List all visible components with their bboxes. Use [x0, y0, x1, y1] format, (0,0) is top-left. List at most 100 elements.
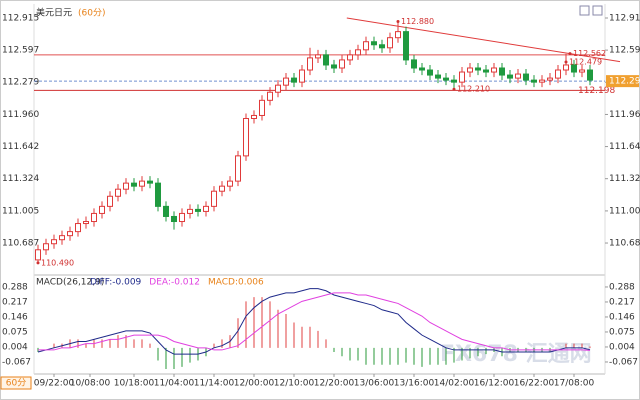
candle-body — [139, 180, 145, 187]
candle-body — [187, 208, 193, 214]
candle-body — [379, 44, 385, 49]
candle-body — [483, 69, 489, 73]
level-label: 112.290 — [609, 77, 640, 87]
candle-body — [123, 182, 129, 190]
candle-body — [59, 235, 65, 241]
candle-body — [131, 182, 137, 187]
annotation-label: 112.562 — [573, 49, 606, 58]
candle-body — [155, 182, 161, 207]
x-tick-label: 16/22:00 — [514, 379, 555, 389]
x-tick-label: 11/04:00 — [154, 379, 195, 389]
legend-entry: DIFF:-0.009 — [90, 278, 142, 288]
candle-body — [515, 73, 521, 79]
candle-body — [243, 117, 249, 157]
period-tab-label[interactable]: 60分 — [6, 378, 26, 389]
x-tick-label: 13/16:00 — [394, 379, 435, 389]
candle-body — [339, 59, 345, 69]
legend-entry: MACD:0.006 — [208, 278, 264, 288]
candle-body — [203, 205, 209, 212]
annotation-label: 112.479 — [569, 58, 602, 67]
candle-body — [67, 231, 73, 237]
x-tick-label: 13/06:00 — [354, 379, 395, 389]
chart-subtitle: (60分) — [78, 8, 105, 19]
candle-body — [419, 67, 425, 71]
level-label-box — [606, 75, 639, 88]
candle-body — [547, 77, 553, 81]
candle-body — [363, 41, 369, 51]
candle-body — [299, 69, 305, 83]
y-tick-label-right: 111.960 — [609, 110, 640, 120]
y-tick-label: 112.915 — [2, 13, 39, 23]
x-tick-label: 12/10:00 — [274, 379, 315, 389]
macd-title: MACD(26,12,9) — [36, 278, 104, 288]
icon[interactable] — [592, 5, 603, 16]
y-tick-label-right: 111.005 — [609, 206, 640, 216]
y-tick-label-right: 0.288 — [609, 282, 635, 292]
y-tick-label: 111.005 — [2, 206, 39, 216]
legend-entry: DEA:-0.012 — [149, 278, 200, 288]
y-tick-label: 0.146 — [2, 312, 28, 322]
x-tick-label: 17/08:00 — [554, 379, 595, 389]
candle-body — [275, 84, 281, 93]
candle-body — [491, 67, 497, 73]
x-tick-label: 14/02:00 — [434, 379, 475, 389]
icon[interactable] — [579, 5, 590, 16]
y-tick-label: 0.004 — [2, 342, 28, 352]
trendline — [346, 17, 621, 63]
candle-body — [571, 64, 577, 73]
candle-body — [35, 249, 41, 261]
candle-body — [115, 188, 121, 197]
candle-body — [99, 205, 105, 214]
y-tick-label-right: 0.004 — [609, 342, 635, 352]
y-tick-label: 0.288 — [2, 282, 28, 292]
candle-body — [219, 185, 225, 192]
candle-body — [283, 77, 289, 86]
annotation-label: 110.490 — [41, 258, 74, 267]
candle-body — [475, 67, 481, 71]
y-tick-label-right: 111.324 — [609, 174, 640, 184]
candle-body — [499, 67, 505, 76]
annotation-label: 112.210 — [457, 85, 490, 94]
candle-body — [387, 37, 393, 49]
macd-line — [37, 288, 591, 355]
y-tick-label-right: -0.067 — [609, 357, 638, 367]
candle-body — [307, 57, 313, 71]
candle-body — [315, 54, 321, 59]
x-tick-label: 09/22:00 — [34, 379, 75, 389]
x-tick-label: 10/08:00 — [70, 379, 111, 389]
candle-body — [251, 114, 257, 119]
annotation-point — [36, 261, 40, 265]
candle-body — [411, 59, 417, 69]
candle-body — [195, 208, 201, 212]
period-tab[interactable] — [0, 376, 32, 390]
y-tick-label: 0.075 — [2, 327, 28, 337]
y-tick-label-right: 112.597 — [609, 46, 640, 56]
candle-body — [555, 69, 561, 79]
candle-body — [443, 77, 449, 81]
candle-body — [395, 31, 401, 39]
candle-body — [563, 64, 569, 71]
candle-body — [531, 79, 537, 83]
candle-body — [579, 69, 585, 73]
candle-body — [403, 31, 409, 61]
candle-body — [75, 223, 81, 233]
candle-body — [587, 69, 593, 81]
x-tick-label: 12/00:00 — [234, 379, 275, 389]
candle-body — [467, 67, 473, 73]
y-tick-label: 112.279 — [2, 78, 39, 88]
candle-body — [179, 212, 185, 223]
candle-body — [43, 243, 49, 251]
y-tick-label: 111.324 — [2, 174, 39, 184]
macd-line — [38, 292, 591, 351]
candle-body — [91, 212, 97, 223]
y-tick-label: 0.217 — [2, 297, 28, 307]
y-tick-label: 111.642 — [2, 142, 39, 152]
candle-body — [227, 180, 233, 187]
candle-body — [371, 41, 377, 46]
level-label: 112.198 — [578, 86, 615, 96]
y-tick-label-right: 112.915 — [609, 13, 640, 23]
annotation-label: 112.880 — [401, 17, 434, 26]
candle-body — [451, 79, 457, 83]
